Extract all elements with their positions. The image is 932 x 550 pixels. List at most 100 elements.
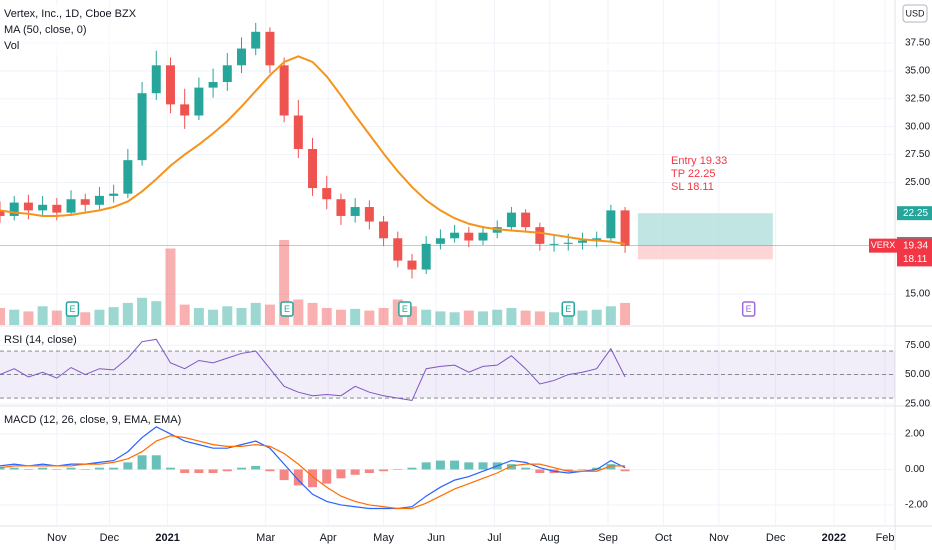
volume-bar [250, 302, 261, 325]
volume-bar [364, 310, 375, 325]
earnings-label: E [402, 304, 408, 314]
symbol-tag: VERX [871, 240, 896, 250]
candle-body [478, 232, 488, 241]
macd-histogram-bar [322, 469, 332, 484]
candle-body [308, 148, 318, 189]
y-tick-label: 50.00 [905, 369, 930, 380]
volume-bar [520, 310, 531, 325]
candle-body [251, 31, 261, 49]
candle-body [620, 210, 630, 246]
volume-bar [435, 311, 446, 325]
macd-histogram-bar [52, 469, 62, 470]
earnings-marker [741, 301, 756, 317]
macd-histogram-bar [80, 469, 90, 470]
earnings-label: E [284, 304, 290, 314]
signal-line [0, 435, 626, 510]
currency-box[interactable] [902, 4, 928, 23]
volume-bar [620, 302, 631, 325]
earnings-label: E [746, 304, 752, 314]
y-tick-label: 35.00 [905, 66, 930, 77]
volume-bar [94, 309, 105, 325]
volume-bar [108, 307, 119, 325]
candle-body [94, 195, 104, 205]
candle-body [23, 202, 33, 211]
volume-bar [80, 312, 91, 325]
position-label: Entry 19.33 [671, 155, 727, 167]
volume-bar [350, 308, 361, 325]
candle-body [506, 212, 516, 228]
x-tick-label: Dec [100, 532, 120, 544]
macd-histogram-bar [308, 469, 318, 488]
candle-body [9, 202, 19, 216]
macd-histogram-bar [407, 467, 417, 470]
macd-histogram-bar [620, 469, 630, 472]
macd-histogram-bar [0, 467, 5, 470]
chart-title: Vertex, Inc., 1D, Cboe BZX [4, 8, 137, 20]
volume-bar [9, 309, 20, 325]
volume-bar [165, 248, 176, 325]
take-profit-zone [637, 213, 773, 246]
candle-body [52, 204, 62, 213]
volume-bar [534, 311, 545, 325]
candle-body [194, 87, 204, 116]
macd-histogram-bar [563, 469, 573, 472]
macd-histogram-bar [151, 455, 161, 470]
candle-body [322, 188, 332, 200]
volume-bar [478, 311, 489, 325]
volume-bar [591, 309, 602, 325]
x-tick-label: 2022 [822, 532, 846, 544]
candle-body [151, 65, 161, 94]
volume-bar [279, 240, 290, 325]
tp-price-tag-bg [897, 206, 932, 221]
volume-bar [449, 312, 460, 325]
y-tick-label: 27.50 [905, 149, 930, 160]
volume-bar [222, 306, 233, 325]
x-tick-label: Sep [598, 532, 618, 544]
volume-bar [549, 312, 560, 325]
macd-histogram-bar [251, 465, 261, 470]
candle-body [180, 104, 190, 116]
macd-histogram-bar [592, 467, 602, 470]
x-tick-label: Mar [256, 532, 275, 544]
candle-body [336, 199, 346, 216]
volume-bar [151, 301, 162, 325]
candle-body [222, 65, 232, 83]
volume-bar [577, 310, 588, 325]
candle-body [109, 193, 119, 196]
macd-histogram-bar [137, 455, 147, 470]
volume-bar [378, 308, 389, 325]
y-tick-label: 15.00 [905, 289, 930, 300]
y-tick-label: -2.00 [905, 500, 928, 511]
volume-bar [463, 310, 474, 325]
volume-bar [421, 309, 432, 325]
macd-histogram-bar [421, 462, 431, 470]
currency[interactable]: USD [905, 8, 925, 18]
macd-histogram-bar [293, 469, 303, 486]
candle-body [165, 65, 175, 105]
y-tick-label: 37.50 [905, 38, 930, 49]
volume-bar [208, 309, 219, 325]
candle-body [450, 232, 460, 239]
candle-body [208, 82, 218, 88]
rsi-line [0, 338, 626, 401]
legend-bg [0, 5, 150, 55]
volume-bar [307, 302, 318, 325]
macd-histogram-bar [393, 469, 403, 470]
macd-histogram-bar [435, 460, 445, 470]
tp-price-tag: 22.25 [903, 208, 928, 219]
x-tick-label: Oct [655, 532, 672, 544]
position-label: TP 22.25 [671, 168, 715, 180]
ma-legend: MA (50, close, 0) [4, 24, 87, 36]
vol-legend: Vol [4, 40, 19, 52]
candle-body [0, 210, 5, 216]
macd-histogram-bar [450, 460, 460, 470]
macd-histogram-bar [478, 462, 488, 470]
y-tick-label: 2.00 [905, 429, 925, 440]
macd-histogram-bar [577, 469, 587, 470]
macd-histogram-bar [194, 469, 204, 474]
macd-histogram-bar [237, 467, 247, 470]
candle-body [407, 260, 417, 270]
candle-body [66, 199, 76, 213]
